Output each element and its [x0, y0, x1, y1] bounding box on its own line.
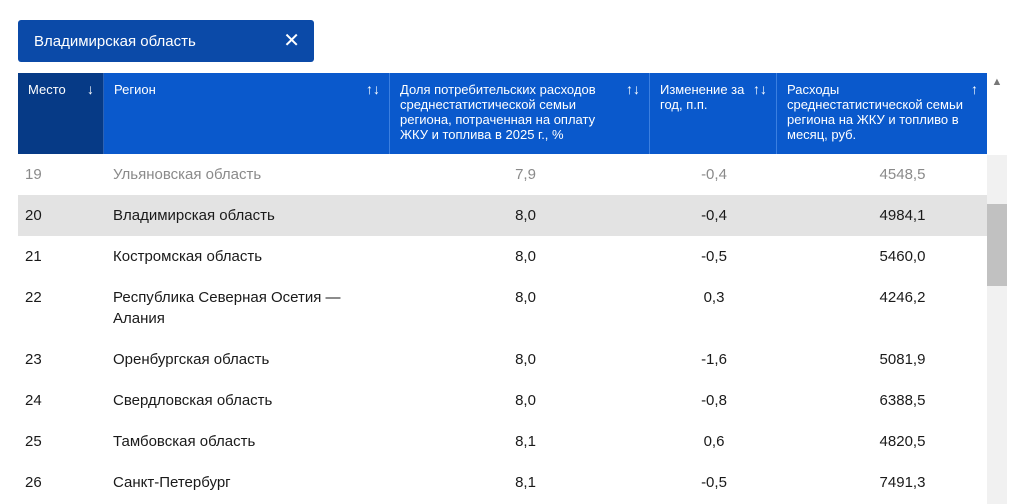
cell-change: 0,6: [703, 433, 725, 450]
region-filter-chip[interactable]: Владимирская область ✕: [18, 20, 314, 62]
cell-place: 25: [25, 433, 42, 450]
cell-region: Владимирская область: [113, 207, 275, 224]
column-header-expenses[interactable]: Расходы среднестатистической семьи регио…: [777, 73, 987, 154]
cell-change: -0,8: [701, 392, 727, 409]
cell-expenses: 4820,5: [879, 433, 926, 450]
column-header-region-label: Регион: [114, 82, 156, 97]
column-header-share[interactable]: Доля потребительских расходов среднестат…: [390, 73, 650, 154]
cell-place: 21: [25, 248, 42, 265]
column-header-place[interactable]: Место ↓: [18, 73, 104, 154]
sort-toggle-icon[interactable]: ↑↓: [626, 81, 640, 97]
cell-expenses: 4246,2: [879, 289, 926, 306]
table-row[interactable]: 26 Санкт-Петербург 8,1 -0,5 7491,3: [18, 462, 987, 503]
cell-change: -0,4: [701, 207, 727, 224]
cell-change: -0,4: [701, 166, 727, 183]
cell-region: Республика Северная Осетия — Алания: [113, 289, 341, 327]
cell-region: Ульяновская область: [113, 166, 262, 183]
region-filter-label: Владимирская область: [34, 32, 196, 50]
close-icon[interactable]: ✕: [283, 30, 300, 52]
cell-share: 8,0: [515, 289, 536, 306]
column-header-change-label: Изменение за год, п.п.: [660, 82, 745, 112]
table-row[interactable]: 19 Ульяновская область 7,9 -0,4 4548,5: [18, 154, 987, 195]
table-row-selected[interactable]: 20 Владимирская область 8,0 -0,4 4984,1: [18, 195, 987, 236]
column-header-change[interactable]: Изменение за год, п.п. ↑↓: [650, 73, 777, 154]
cell-place: 23: [25, 351, 42, 368]
cell-change: -0,5: [701, 248, 727, 265]
column-header-region[interactable]: Регион ↑↓: [104, 73, 390, 154]
sort-toggle-icon[interactable]: ↑↓: [753, 81, 767, 97]
cell-place: 22: [25, 289, 42, 306]
table-row[interactable]: 24 Свердловская область 8,0 -0,8 6388,5: [18, 380, 987, 421]
cell-region: Оренбургская область: [113, 351, 270, 368]
scrollbar-thumb[interactable]: [987, 204, 1007, 286]
cell-place: 19: [25, 166, 42, 183]
cell-region: Свердловская область: [113, 392, 273, 409]
cell-region: Костромская область: [113, 248, 263, 265]
cell-expenses: 5081,9: [879, 351, 926, 368]
cell-expenses: 5460,0: [879, 248, 926, 265]
cell-place: 24: [25, 392, 42, 409]
table-header: Место ↓ Регион ↑↓ Доля потребительских р…: [18, 73, 987, 154]
sort-toggle-icon[interactable]: ↑↓: [366, 81, 380, 97]
sort-down-icon[interactable]: ↓: [87, 81, 94, 97]
column-header-expenses-label: Расходы среднестатистической семьи регио…: [787, 82, 963, 142]
cell-share: 7,9: [515, 166, 536, 183]
cell-place: 20: [25, 207, 42, 224]
table-row[interactable]: 21 Костромская область 8,0 -0,5 5460,0: [18, 236, 987, 277]
cell-share: 8,1: [515, 433, 536, 450]
cell-expenses: 6388,5: [879, 392, 926, 409]
ranking-table: Место ↓ Регион ↑↓ Доля потребительских р…: [18, 73, 987, 503]
cell-share: 8,1: [515, 474, 536, 491]
cell-region: Тамбовская область: [113, 433, 256, 450]
cell-expenses: 4548,5: [879, 166, 926, 183]
cell-share: 8,0: [515, 207, 536, 224]
table-body: 19 Ульяновская область 7,9 -0,4 4548,5 2…: [18, 154, 987, 503]
column-header-place-label: Место: [28, 82, 66, 97]
table-row[interactable]: 23 Оренбургская область 8,0 -1,6 5081,9: [18, 339, 987, 380]
cell-change: -0,5: [701, 474, 727, 491]
column-header-share-label: Доля потребительских расходов среднестат…: [400, 82, 596, 142]
cell-share: 8,0: [515, 392, 536, 409]
cell-place: 26: [25, 474, 42, 491]
cell-expenses: 7491,3: [879, 474, 926, 491]
sort-up-icon[interactable]: ↑: [971, 81, 978, 97]
cell-change: -1,6: [701, 351, 727, 368]
table-row[interactable]: 25 Тамбовская область 8,1 0,6 4820,5: [18, 421, 987, 462]
table-row[interactable]: 22 Республика Северная Осетия — Алания 8…: [18, 277, 987, 339]
cell-change: 0,3: [703, 289, 725, 306]
cell-region: Санкт-Петербург: [113, 474, 231, 491]
cell-share: 8,0: [515, 351, 536, 368]
cell-expenses: 4984,1: [879, 207, 926, 224]
cell-share: 8,0: [515, 248, 536, 265]
scroll-up-arrow-icon[interactable]: ▲: [991, 76, 1003, 88]
